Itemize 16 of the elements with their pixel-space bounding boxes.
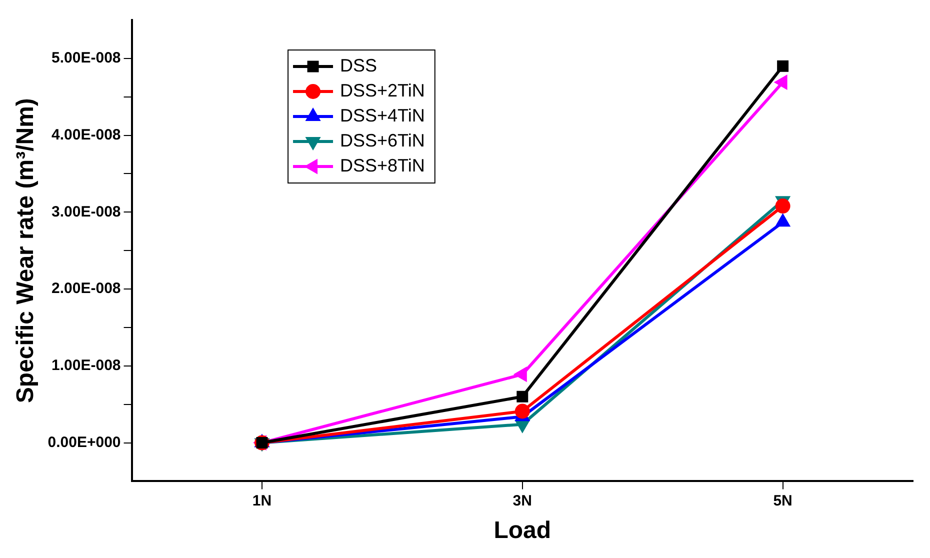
y-tick-label: 3.00E-008	[52, 203, 121, 220]
legend-label: DSS+6TiN	[340, 130, 425, 150]
x-tick-label: 1N	[252, 492, 272, 510]
y-tick-label: 5.00E-008	[52, 50, 121, 67]
x-tick-label: 3N	[512, 492, 532, 510]
y-tick-label: 0.00E+000	[48, 434, 121, 451]
y-tick-label: 1.00E-008	[52, 357, 121, 374]
legend-label: DSS+2TiN	[340, 80, 425, 100]
legend-label: DSS+4TiN	[340, 105, 425, 126]
legend-label: DSS+8TiN	[340, 155, 425, 176]
x-tick-label: 5N	[773, 492, 792, 510]
y-tick-label: 2.00E-008	[52, 280, 121, 298]
y-axis-title: Specific Wear rate (m³/Nm)	[12, 98, 40, 404]
legend-label: DSS	[340, 55, 378, 76]
x-axis-title: Load	[494, 517, 552, 544]
y-tick-label: 4.00E-008	[52, 126, 121, 144]
